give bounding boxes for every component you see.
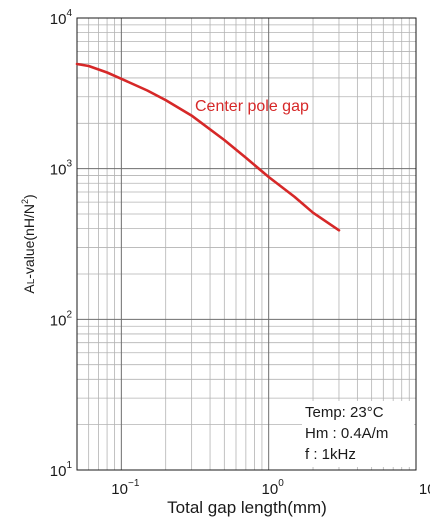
- annotation-freq: f : 1kHz: [305, 446, 356, 463]
- y-tick-label: 101: [50, 460, 73, 480]
- plot-frame: [76, 17, 417, 471]
- annotation-box: [302, 401, 414, 467]
- y-tick-label: 102: [50, 309, 73, 329]
- y-tick-labels: 101 102 103 104: [50, 8, 73, 480]
- x-tick-label: 10−1: [111, 478, 140, 498]
- y-tick-label: 104: [50, 8, 73, 28]
- annotation-hm: Hm : 0.4A/m: [305, 425, 388, 442]
- y-tick-label: 103: [50, 159, 73, 179]
- y-axis-label: AL-value(nH/N2): [20, 194, 37, 293]
- x-tick-label: 100: [262, 478, 285, 498]
- series-label-center-pole-gap: Center pole gap: [195, 98, 309, 115]
- x-tick-label: 101: [419, 478, 430, 498]
- x-tick-labels: 10−1 100 101: [111, 478, 430, 498]
- x-axis-label: Total gap length(mm): [167, 498, 327, 517]
- series-line-center-pole-gap: [75, 62, 341, 232]
- minor-grid: [76, 18, 416, 470]
- annotation-temp: Temp: 23°C: [305, 404, 384, 421]
